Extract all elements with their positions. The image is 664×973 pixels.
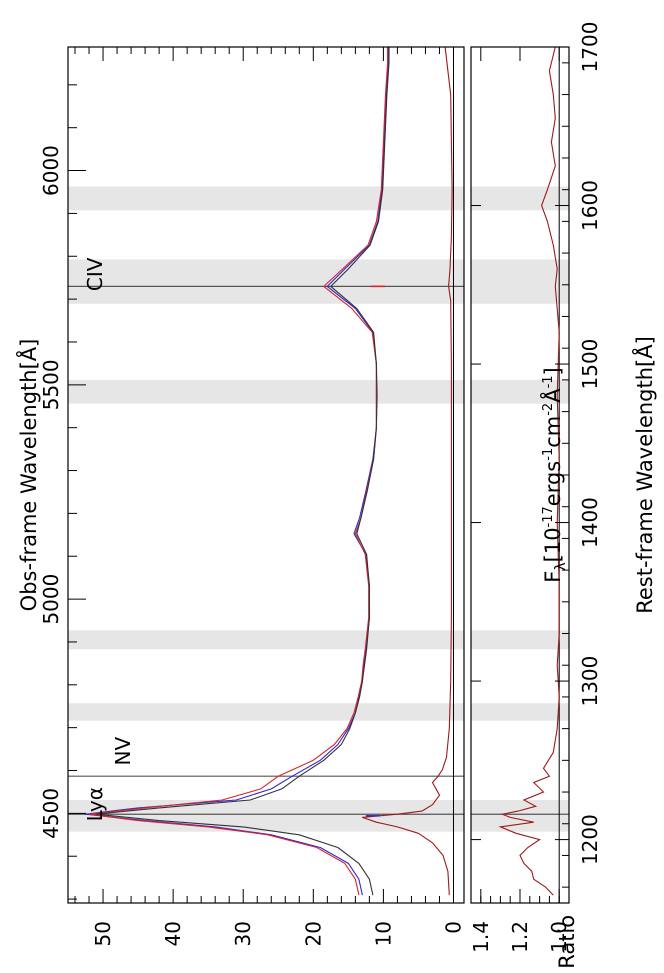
rest-tick-label: 1400	[578, 497, 602, 548]
flux-title-part: F	[541, 571, 565, 583]
shaded-band	[68, 259, 464, 304]
ratio-tick-label: 1.0	[547, 921, 571, 953]
flux-tick-label: 0	[441, 921, 465, 934]
flux-title-part: ]	[541, 367, 565, 375]
shaded-band	[68, 703, 464, 721]
marker-segments	[365, 285, 385, 817]
bottom-panel-frame	[470, 46, 570, 904]
axis-labels: 0 10 20 30 40 50 1200 1300 1400 1500 1600 1700 1.0 1.…	[15, 22, 657, 953]
flux-axis-title: Fλ[10-17ergs-1cm-2Å-1]	[539, 367, 569, 583]
flux-ratio-series-0	[498, 46, 560, 896]
flux-ratio-line	[498, 46, 560, 896]
flux-tick-label: 10	[371, 921, 395, 946]
flux-title-part: -2	[541, 403, 556, 416]
rest-tick-label: 1300	[578, 656, 602, 707]
shaded-band	[68, 186, 464, 211]
spectrum-lines	[84, 46, 453, 896]
obs-tick-label: 6000	[39, 145, 63, 196]
shaded-band-ratio	[471, 259, 569, 304]
shaded-band-ratio	[471, 799, 569, 832]
flux-tick-label: 20	[301, 921, 325, 946]
shaded-band-ratio	[471, 703, 569, 721]
shaded-band	[68, 630, 464, 650]
shaded-band-ratio	[471, 379, 569, 404]
rest-frame-axis-title: Rest-frame Wavelength[Å]	[631, 336, 657, 614]
top-axis-ticks	[68, 47, 454, 903]
flux-tick-label: 40	[161, 921, 185, 946]
flux-title-part: -1	[541, 448, 556, 461]
bottom-panel	[470, 46, 570, 904]
line-label: Lyα	[83, 787, 107, 821]
shaded-band	[68, 799, 464, 832]
flux-title-part: -1	[541, 375, 556, 388]
rest-tick-label: 1200	[578, 814, 602, 865]
top-panel	[67, 46, 569, 904]
top-panel-frame	[67, 46, 465, 904]
ratio-tick-label: 1.2	[508, 921, 532, 953]
obs-tick-label: 5500	[39, 359, 63, 410]
spectrum-series-2	[95, 47, 390, 896]
obs-tick-label: 4500	[39, 788, 63, 839]
spectrum-series-1	[88, 47, 389, 896]
flux-title-part: Å	[539, 388, 565, 403]
flux-title-part: cm	[541, 416, 565, 448]
line-markers	[68, 47, 464, 903]
ratio-tick-label: 1.4	[469, 921, 493, 953]
obs-frame-axis-title: Obs-frame Wavelength[Å]	[15, 339, 41, 612]
rest-tick-label: 1700	[578, 22, 602, 73]
flux-title-part: ergs	[541, 461, 565, 506]
spectrum-series-0	[84, 47, 389, 896]
flux-title-part: -17	[541, 506, 556, 527]
obs-tick-label: 5000	[39, 574, 63, 625]
shaded-band-ratio	[471, 630, 569, 650]
flux-title-part: λ	[553, 562, 569, 570]
line-label: NV	[111, 737, 135, 766]
flux-title-part: [10	[541, 527, 565, 562]
flux-tick-label: 30	[231, 921, 255, 946]
shaded-band	[68, 379, 464, 404]
bottom-axis-ticks	[471, 46, 569, 903]
flux-ratio-axis-title: Flux Ratio	[555, 915, 579, 973]
flux-tick-label: 50	[91, 921, 115, 946]
shaded-band-ratio	[471, 186, 569, 211]
rest-tick-label: 1600	[578, 180, 602, 231]
rest-tick-label: 1500	[578, 339, 602, 390]
spectrum-series-3	[361, 46, 453, 896]
line-label: CIV	[83, 257, 107, 291]
shaded-bands	[68, 186, 569, 832]
